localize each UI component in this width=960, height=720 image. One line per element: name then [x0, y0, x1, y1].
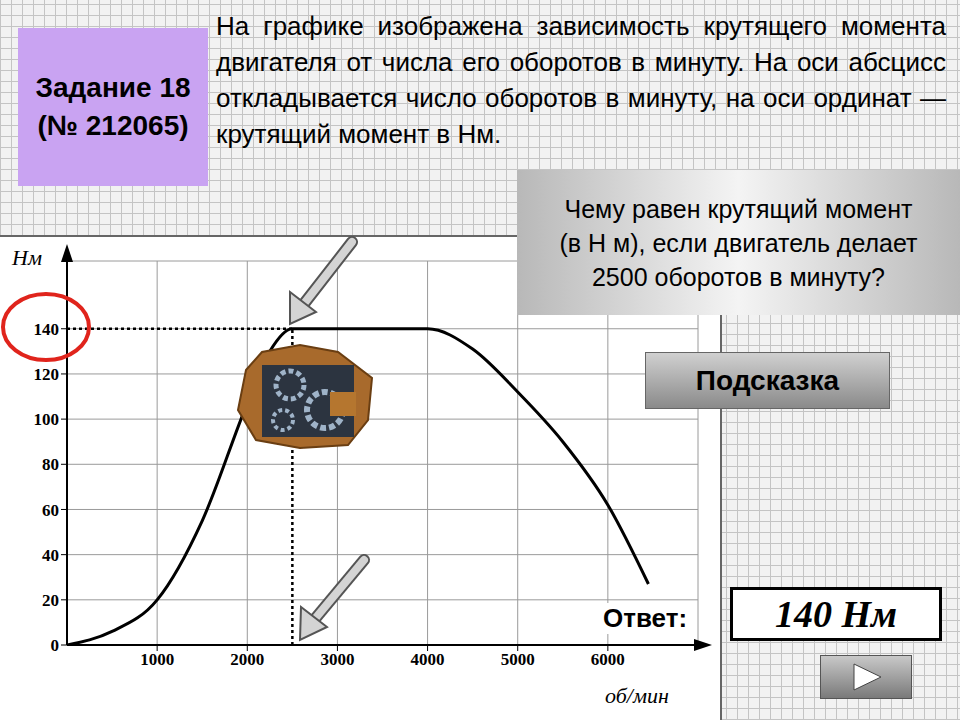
svg-text:2000: 2000 [230, 650, 264, 669]
html-text:(№ 212065): (№ 212065) [37, 110, 189, 141]
svg-text:40: 40 [42, 546, 59, 565]
svg-text:4000: 4000 [411, 650, 445, 669]
svg-text:60: 60 [42, 501, 59, 520]
html-text:Нм: Нм [12, 245, 42, 270]
svg-text:5000: 5000 [501, 650, 535, 669]
html-text:Ответ:: Ответ: [603, 603, 688, 633]
html-text:Подсказка: Подсказка [695, 364, 840, 396]
svg-text:3000: 3000 [320, 650, 354, 669]
svg-text:80: 80 [42, 455, 59, 474]
svg-text:6000: 6000 [591, 650, 625, 669]
html-text:Чему равен крутящий момент (в: Чему равен крутящий момент (в Н м), если… [559, 194, 918, 291]
svg-text:1000: 1000 [140, 650, 174, 669]
svg-text:140: 140 [34, 320, 60, 339]
svg-text:120: 120 [34, 365, 60, 384]
html-text:На графике изображена зависимо: На графике изображена зависимость крутящ… [216, 11, 946, 149]
svg-text:100: 100 [34, 410, 60, 429]
html-text:140 Нм: 140 Нм [775, 593, 897, 635]
svg-text:20: 20 [42, 591, 59, 610]
html-text:об/мин: об/мин [605, 683, 669, 708]
html-text:Задание 18: Задание 18 [35, 72, 191, 103]
svg-text:0: 0 [51, 636, 60, 655]
